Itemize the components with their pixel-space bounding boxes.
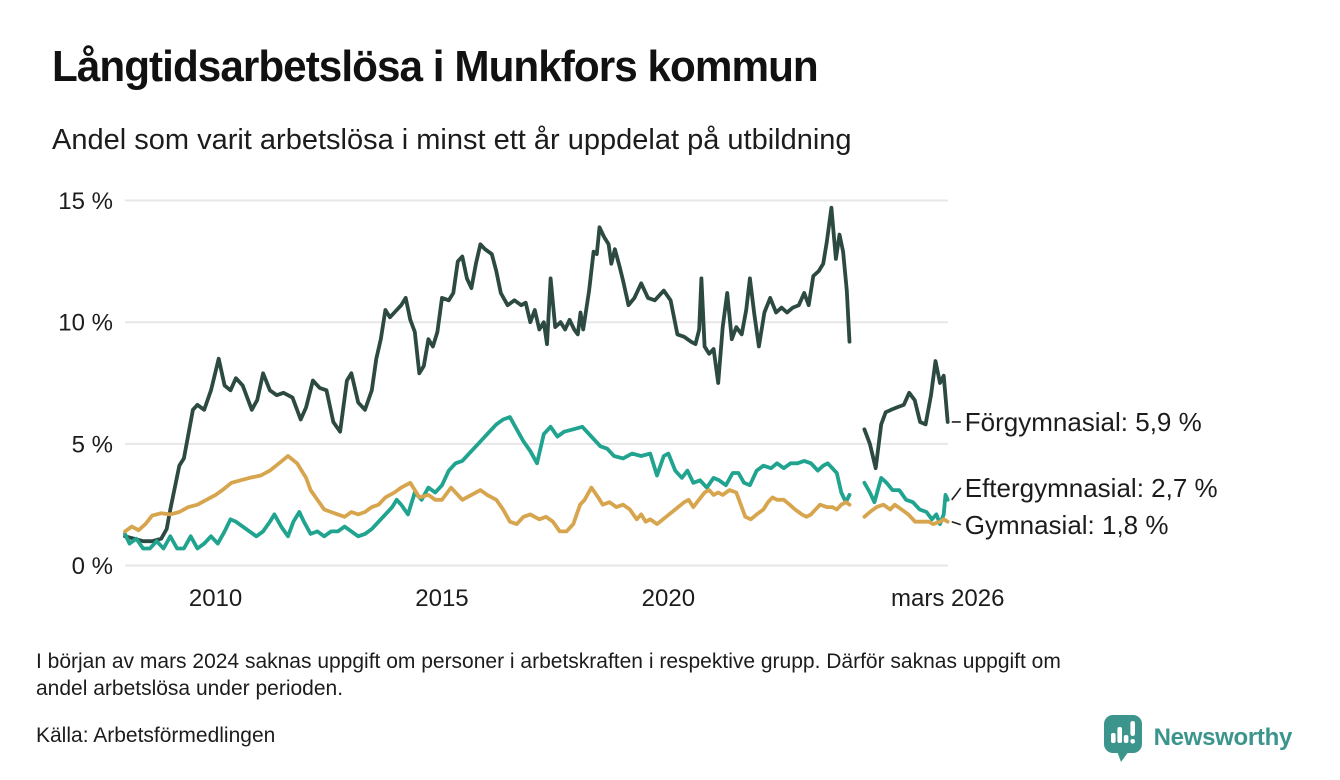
- series-line-förgymnasial-0: [123, 205, 852, 544]
- series-line-förgymnasial-1: [862, 359, 950, 471]
- line-chart: 0 % 5 % 10 % 15 % 2010 2015 2020 mars 2026 Förgy…: [58, 188, 1218, 612]
- series-line-gymnasial-1: [862, 502, 950, 526]
- label-connector-gymnasial: [951, 520, 962, 526]
- x-tick-label: mars 2026: [891, 585, 1004, 612]
- newsworthy-wordmark: Newsworthy: [1153, 724, 1293, 751]
- x-tick-label: 2015: [415, 585, 468, 612]
- y-tick-label: 5 %: [72, 431, 113, 458]
- label-connector-eftergymnasial: [951, 487, 962, 501]
- chart-footnote: I början av mars 2024 saknas uppgift om …: [36, 648, 1061, 702]
- source-attribution: Källa: Arbetsförmedlingen: [36, 724, 276, 747]
- y-tick-label: 0 %: [72, 553, 113, 580]
- newsworthy-bubble-chart-icon: [1103, 715, 1142, 762]
- series-end-label-gymnasial: Gymnasial: 1,8 %: [965, 510, 1169, 540]
- series-end-label-eftergymnasial: Eftergymnasial: 2,7 %: [965, 473, 1218, 503]
- series-line-eftergymnasial-1: [862, 475, 950, 526]
- page-subtitle: Andel som varit arbetslösa i minst ett å…: [52, 124, 852, 156]
- series-end-label-förgymnasial: Förgymnasial: 5,9 %: [965, 407, 1202, 437]
- series-line-eftergymnasial-0: [123, 415, 852, 551]
- x-tick-label: 2010: [189, 585, 242, 612]
- page-title: Långtidsarbetslösa i Munkfors kommun: [52, 42, 819, 91]
- x-tick-label: 2020: [642, 585, 695, 612]
- footnote-line-1: I början av mars 2024 saknas uppgift om …: [36, 650, 1061, 673]
- y-tick-label: 15 %: [58, 188, 113, 215]
- footnote-line-2: andel arbetslösa under perioden.: [36, 677, 344, 700]
- y-tick-label: 10 %: [58, 310, 113, 337]
- series-line-gymnasial-0: [123, 454, 852, 534]
- newsworthy-logo[interactable]: Newsworthy: [1103, 714, 1292, 762]
